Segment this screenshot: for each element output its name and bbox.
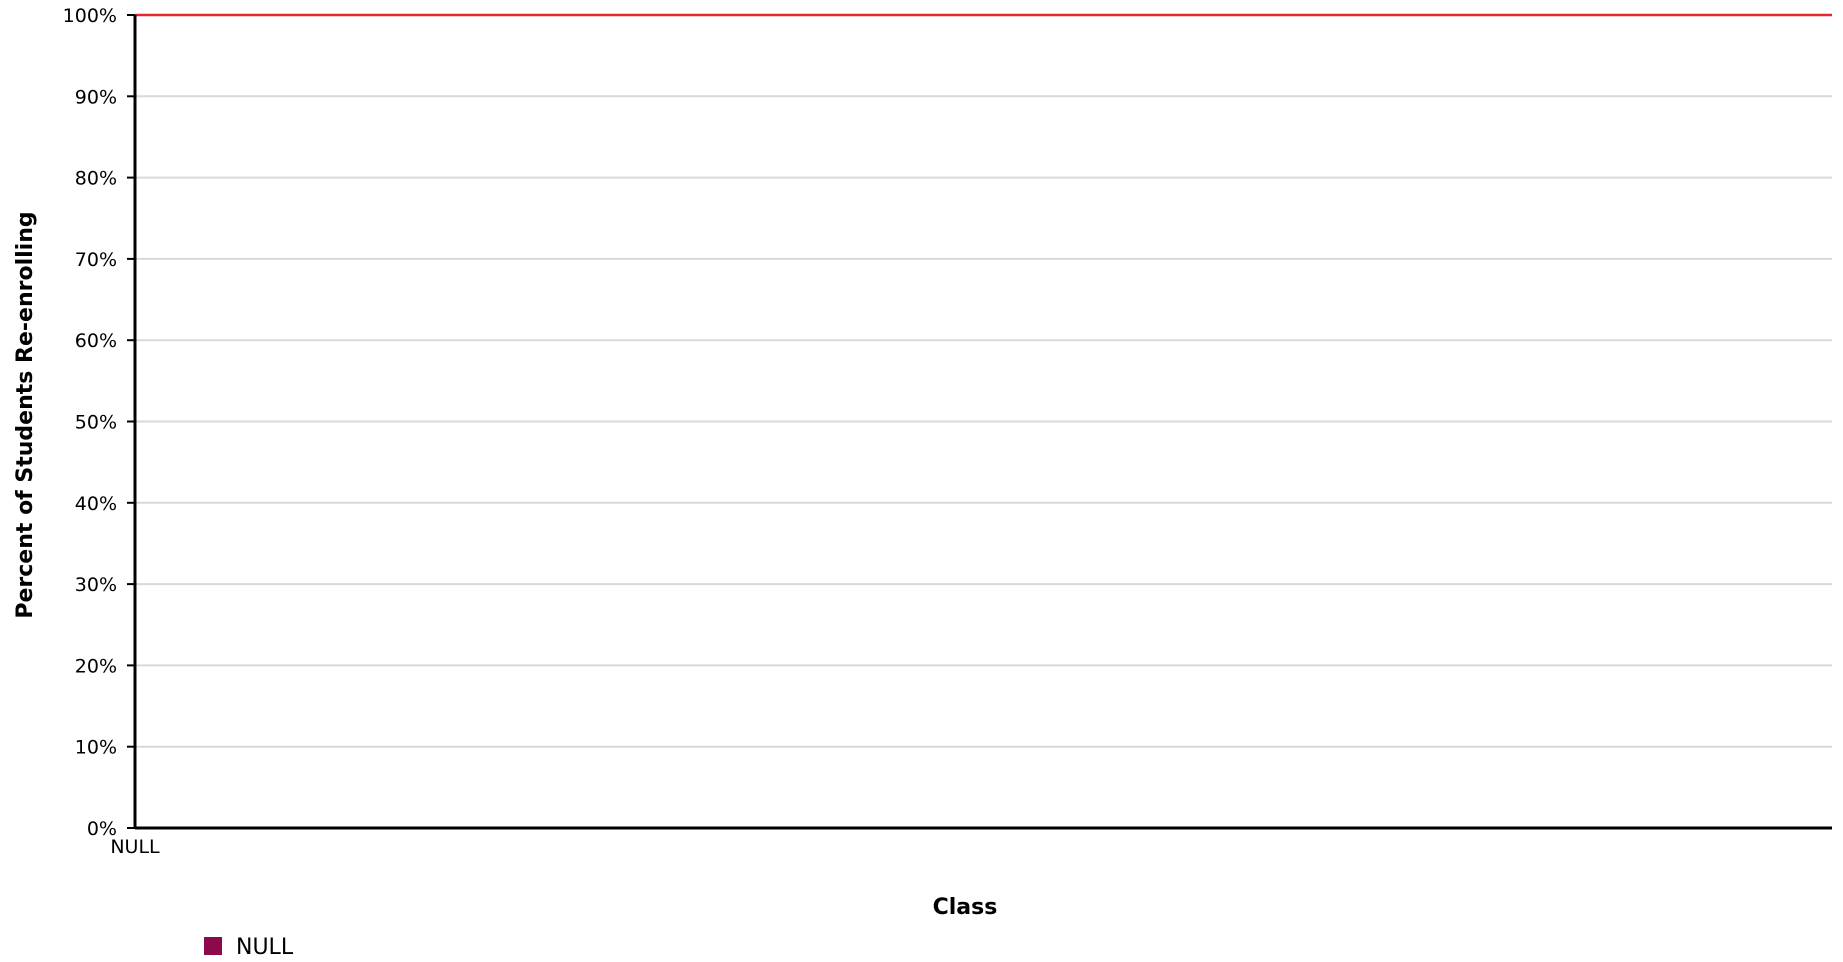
legend-swatch xyxy=(204,937,222,955)
gridlines xyxy=(135,14,1832,748)
y-tick-label: 30% xyxy=(75,574,117,596)
y-tick-label: 10% xyxy=(75,737,117,759)
legend: NULL xyxy=(204,935,294,960)
y-tick-label: 100% xyxy=(63,5,117,27)
y-tick-label: 70% xyxy=(75,249,117,271)
y-tick-label: 60% xyxy=(75,330,117,352)
x-tick-labels: NULL xyxy=(110,836,160,858)
y-tick-label: 50% xyxy=(75,412,117,434)
legend-label: NULL xyxy=(236,935,294,960)
y-tick-label: 40% xyxy=(75,493,117,515)
x-tick-label: NULL xyxy=(110,836,160,858)
y-axis-title: Percent of Students Re-enrolling xyxy=(13,211,38,618)
x-axis-title: Class xyxy=(933,895,998,920)
y-tick-label: 20% xyxy=(75,655,117,677)
y-tick-labels: 0% 10% 20% 30% 40% 50% 60% 70% 80% 90% 100% xyxy=(63,5,135,840)
y-tick-label: 80% xyxy=(75,168,117,190)
y-tick-label: 0% xyxy=(87,818,117,840)
y-tick-label: 90% xyxy=(75,86,117,108)
